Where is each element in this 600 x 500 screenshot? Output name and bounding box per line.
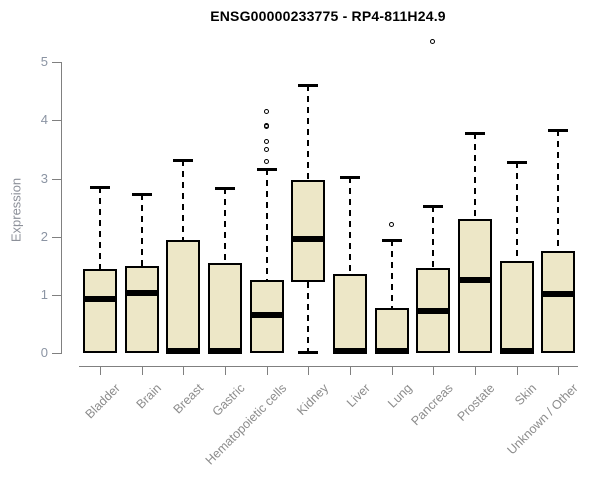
lower-whisker-line: [307, 282, 310, 352]
upper-whisker-cap: [339, 175, 360, 179]
box-iqr: [499, 260, 534, 353]
x-category-label: Prostate: [455, 381, 498, 424]
x-category-label: Bladder: [82, 381, 123, 422]
median-line: [374, 348, 409, 355]
y-tick-label: 2: [40, 228, 48, 244]
median-line: [83, 296, 117, 303]
upper-whisker-line: [390, 240, 393, 309]
box-iqr: [291, 180, 326, 283]
upper-whisker-line: [265, 168, 268, 281]
upper-whisker-line: [348, 176, 351, 275]
median-line: [332, 348, 367, 355]
x-axis-tick: [558, 367, 560, 375]
x-axis-tick: [516, 367, 518, 375]
box-iqr: [457, 219, 492, 353]
box-iqr: [207, 263, 242, 353]
upper-whisker-line: [182, 160, 185, 241]
y-axis-line: [61, 62, 62, 354]
x-category-label: Pancreas: [408, 381, 457, 429]
box-iqr: [166, 240, 201, 353]
x-category-label: Hematopoietic cells: [202, 381, 290, 468]
outlier-point: [388, 222, 394, 228]
upper-whisker-cap: [423, 204, 444, 208]
x-category-label: Lung: [384, 381, 415, 411]
x-category-label: Skin: [512, 381, 540, 409]
x-axis-tick: [391, 367, 393, 375]
upper-whisker-cap: [90, 185, 110, 189]
median-line: [291, 236, 326, 242]
x-axis-tick: [474, 367, 476, 375]
outlier-point: [263, 147, 269, 153]
x-category-label: Breast: [170, 381, 207, 417]
y-tick-label: 1: [40, 286, 48, 302]
upper-whisker-line: [140, 194, 143, 266]
x-axis-tick: [224, 367, 226, 375]
x-category-label: Kidney: [294, 381, 332, 418]
y-tick-label: 5: [40, 54, 48, 70]
x-axis-tick: [349, 367, 351, 375]
upper-whisker-line: [473, 132, 476, 220]
median-line: [457, 277, 492, 284]
y-axis-tick: [52, 62, 61, 64]
upper-whisker-cap: [381, 239, 402, 243]
outlier-point: [263, 109, 269, 115]
box-iqr: [541, 250, 576, 353]
outlier-point: [263, 139, 269, 145]
x-axis-tick: [141, 367, 143, 375]
median-line: [166, 348, 201, 355]
y-tick-label: 4: [40, 112, 48, 128]
upper-whisker-line: [223, 188, 226, 264]
outlier-point: [430, 38, 436, 44]
x-axis-line: [79, 366, 578, 367]
box-iqr: [332, 274, 367, 353]
lower-whisker-cap: [298, 350, 319, 354]
x-axis-tick: [433, 367, 435, 375]
y-tick-label: 0: [40, 345, 48, 360]
median-line: [249, 311, 284, 318]
y-axis-tick: [52, 178, 61, 180]
upper-whisker-line: [557, 130, 560, 251]
upper-whisker-line: [307, 84, 310, 181]
x-category-label: Gastric: [209, 381, 248, 419]
median-line: [499, 348, 534, 355]
chart-title: ENSG00000233775 - RP4-811H24.9: [210, 8, 446, 24]
upper-whisker-cap: [173, 159, 194, 163]
outlier-point: [263, 122, 269, 128]
y-axis-tick: [52, 236, 61, 238]
upper-whisker-line: [432, 205, 435, 268]
y-axis-tick: [52, 353, 61, 354]
outlier-point: [263, 159, 269, 165]
x-axis-tick: [266, 367, 268, 375]
median-line: [207, 348, 242, 355]
upper-whisker-line: [99, 186, 101, 269]
upper-whisker-cap: [256, 167, 277, 171]
median-line: [541, 291, 576, 298]
upper-whisker-line: [515, 162, 518, 261]
box-iqr: [83, 268, 117, 353]
median-line: [416, 307, 451, 314]
y-axis-tick: [52, 294, 61, 296]
x-category-label: Liver: [343, 381, 373, 411]
upper-whisker-cap: [214, 187, 235, 191]
x-axis-tick: [308, 367, 310, 375]
x-axis-tick: [100, 367, 101, 375]
upper-whisker-cap: [548, 129, 569, 133]
median-line: [124, 289, 159, 296]
box-iqr: [124, 265, 159, 353]
upper-whisker-cap: [298, 83, 319, 87]
y-tick-label: 3: [40, 170, 48, 186]
x-category-label: Brain: [134, 381, 165, 412]
y-axis-tick: [52, 120, 61, 122]
upper-whisker-cap: [464, 131, 485, 135]
x-axis-tick: [183, 367, 185, 375]
box-iqr: [374, 308, 409, 353]
upper-whisker-cap: [506, 161, 527, 165]
upper-whisker-cap: [131, 193, 152, 197]
